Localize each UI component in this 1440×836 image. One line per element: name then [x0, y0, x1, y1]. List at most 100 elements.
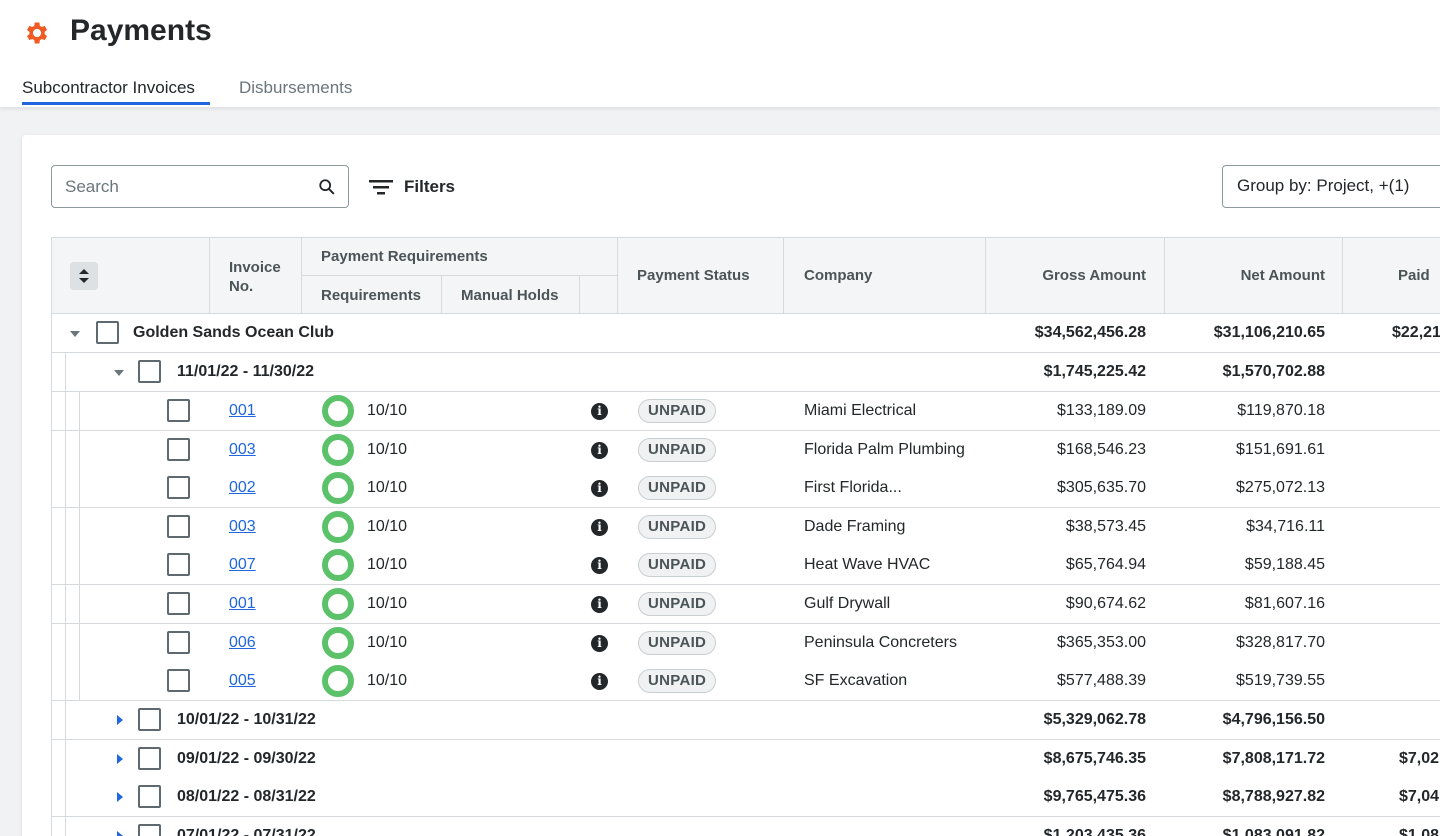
row-checkbox[interactable] [167, 514, 190, 538]
period-checkbox[interactable] [138, 824, 161, 836]
caret-right-icon[interactable] [113, 790, 127, 804]
period-group-row[interactable]: 10/01/22 - 10/31/22 $5,329,062.78 $4,796,1… [51, 701, 1440, 740]
period-checkbox[interactable] [138, 746, 161, 770]
col-payment-requirements: Payment Requirements [321, 248, 488, 265]
search-icon[interactable] [318, 178, 336, 196]
row-checkbox[interactable] [167, 553, 190, 577]
requirements-complete-icon [322, 549, 354, 582]
filter-icon [369, 180, 393, 195]
col-net-amount[interactable]: Net Amount [1240, 267, 1325, 284]
requirements-complete-icon [322, 588, 354, 620]
invoice-number-link[interactable]: 002 [229, 479, 256, 497]
row-checkbox[interactable] [167, 399, 190, 422]
status-badge: UNPAID [638, 399, 717, 423]
project-group-row[interactable]: Golden Sands Ocean Club $34,562,456.28 $… [51, 314, 1440, 353]
info-icon[interactable]: i [591, 518, 608, 536]
requirements-complete-icon [322, 510, 354, 543]
row-checkbox[interactable] [167, 592, 190, 615]
invoice-number-link[interactable]: 006 [229, 633, 256, 651]
col-payment-status[interactable]: Payment Status [637, 267, 750, 284]
row-checkbox[interactable] [167, 437, 190, 461]
table-row[interactable]: 001 10/10 i UNPAID Gulf Drywall $90,674.62 $81… [51, 585, 1440, 624]
table-row[interactable]: 001 10/10 i UNPAID Miami Electrical $133,189.… [51, 392, 1440, 431]
info-icon[interactable]: i [591, 673, 608, 691]
project-name: Golden Sands Ocean Club [133, 324, 334, 341]
invoice-number-link[interactable]: 005 [229, 672, 256, 690]
table-row[interactable]: 005 10/10 i UNPAID SF Excavation $577,488.39 $… [51, 662, 1440, 702]
caret-right-icon[interactable] [113, 752, 127, 766]
table-row[interactable]: 002 10/10 i UNPAID First Florida... $305,635.… [51, 469, 1440, 509]
company-name: Florida Palm Plumbing [804, 440, 965, 458]
requirements-complete-icon [322, 433, 354, 466]
period-group-row[interactable]: 07/01/22 - 07/31/22 $1,203,435.36 $1,083,0… [51, 817, 1440, 836]
period-checkbox[interactable] [138, 708, 161, 731]
info-icon[interactable]: i [591, 441, 608, 459]
period-checkbox[interactable] [138, 360, 161, 383]
status-badge: UNPAID [638, 514, 717, 539]
row-checkbox[interactable] [167, 476, 190, 500]
caret-right-icon[interactable] [113, 713, 127, 727]
requirements-count: 10/10 [367, 479, 408, 497]
info-icon[interactable]: i [591, 480, 608, 498]
invoice-number-link[interactable]: 001 [229, 402, 256, 419]
tab-disbursements[interactable]: Disbursements [239, 78, 353, 97]
gross-amount: $305,635.70 [1057, 479, 1146, 497]
col-requirements[interactable]: Requirements [321, 287, 422, 304]
status-badge: UNPAID [638, 553, 717, 578]
col-manual-holds[interactable]: Manual Holds [461, 287, 559, 304]
project-checkbox[interactable] [96, 321, 119, 344]
caret-right-icon[interactable] [113, 829, 127, 836]
info-icon[interactable]: i [591, 634, 608, 652]
company-name: SF Excavation [804, 672, 908, 690]
table-row[interactable]: 006 10/10 i UNPAID Peninsula Concreters $365,… [51, 623, 1440, 663]
period-group-row[interactable]: 08/01/22 - 08/31/22 $9,765,475.36 $8,788,9… [51, 778, 1440, 818]
table-row[interactable]: 007 10/10 i UNPAID Heat Wave HVAC $65,764.94 $… [51, 546, 1440, 586]
period-paid: $1,08 [1399, 827, 1440, 836]
status-badge: UNPAID [638, 669, 717, 694]
period-label: 10/01/22 - 10/31/22 [177, 711, 316, 728]
period-label: 07/01/22 - 07/31/22 [177, 827, 316, 836]
period-label: 09/01/22 - 09/30/22 [177, 749, 316, 767]
invoice-number-link[interactable]: 007 [229, 556, 256, 574]
gross-amount: $577,488.39 [1057, 672, 1146, 690]
requirements-complete-icon [322, 395, 354, 427]
company-name: Peninsula Concreters [804, 633, 957, 651]
invoice-number-link[interactable]: 003 [229, 517, 256, 535]
table-row[interactable]: 003 10/10 i UNPAID Florida Palm Plumbing $168… [51, 430, 1440, 470]
info-icon[interactable]: i [591, 403, 608, 420]
period-net: $1,570,702.88 [1222, 363, 1325, 380]
gross-amount: $168,546.23 [1057, 440, 1146, 458]
period-group-row[interactable]: 11/01/22 - 11/30/22 $1,745,225.42 $1,570… [51, 353, 1440, 392]
filters-button[interactable]: Filters [368, 172, 455, 202]
requirements-count: 10/10 [367, 402, 408, 419]
group-by-select[interactable]: Group by: Project, +(1) [1222, 165, 1440, 208]
period-net: $7,808,171.72 [1222, 749, 1325, 767]
caret-down-icon[interactable] [68, 327, 82, 341]
table-row[interactable]: 003 10/10 i UNPAID Dade Framing $38,573.45 $34… [51, 507, 1440, 547]
net-amount: $519,739.55 [1236, 672, 1325, 690]
search-input[interactable] [65, 176, 305, 198]
company-name: Dade Framing [804, 517, 906, 535]
requirements-count: 10/10 [367, 556, 408, 574]
company-name: Miami Electrical [804, 402, 917, 419]
invoice-number-link[interactable]: 003 [229, 440, 256, 458]
project-paid: $22,21 [1392, 324, 1440, 341]
period-checkbox[interactable] [138, 785, 161, 809]
status-badge: UNPAID [638, 630, 717, 655]
period-paid: $7,04 [1399, 788, 1440, 806]
info-icon[interactable]: i [591, 596, 608, 613]
row-checkbox[interactable] [167, 630, 190, 654]
info-icon[interactable]: i [591, 557, 608, 575]
col-paid[interactable]: Paid [1398, 267, 1430, 284]
tab-subcontractor-invoices[interactable]: Subcontractor Invoices [22, 78, 195, 97]
caret-down-icon[interactable] [112, 366, 126, 380]
col-company[interactable]: Company [804, 267, 873, 284]
invoice-number-link[interactable]: 001 [229, 595, 256, 612]
col-gross-amount[interactable]: Gross Amount [1042, 267, 1146, 284]
col-invoice-no[interactable]: Invoice No. [229, 259, 281, 295]
row-checkbox[interactable] [167, 669, 190, 693]
period-group-row[interactable]: 09/01/22 - 09/30/22 $8,675,746.35 $7,808,1… [51, 739, 1440, 779]
expand-collapse-all-button[interactable] [70, 262, 98, 290]
period-net: $1,083,091.82 [1222, 827, 1325, 836]
company-name: First Florida... [804, 479, 902, 497]
